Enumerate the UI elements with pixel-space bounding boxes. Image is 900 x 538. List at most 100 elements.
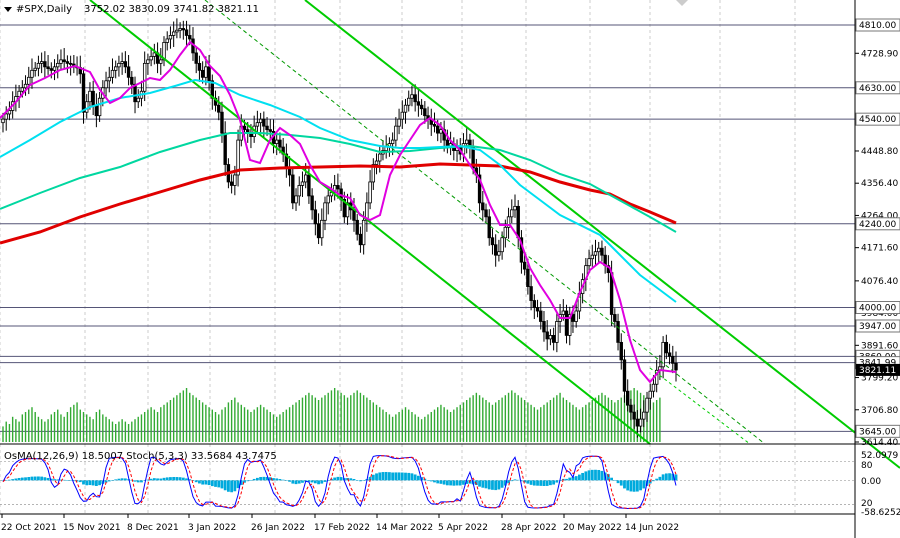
osma-bar — [388, 472, 391, 481]
channel-upper-line[interactable] — [304, 0, 900, 469]
candle-body — [539, 310, 543, 322]
osma-bar — [507, 480, 510, 484]
osma-bar — [268, 477, 272, 481]
channel-mid-line[interactable] — [204, 0, 766, 445]
candle-body — [313, 209, 318, 225]
osma-bar — [120, 478, 124, 481]
osma-bar — [597, 469, 601, 481]
candle-body — [619, 341, 623, 361]
level-tag-box — [855, 301, 900, 315]
level-tag-label: 3947.00 — [859, 322, 896, 332]
osma-bar — [555, 480, 559, 483]
candle-body — [477, 174, 482, 204]
osma-bar — [577, 474, 581, 481]
osma-bar — [123, 478, 127, 481]
osma-bar — [1, 480, 5, 481]
price-tick-label: 4356.40 — [861, 179, 898, 189]
candle-body — [600, 247, 604, 256]
time-tick-label: 26 Jan 2022 — [251, 523, 305, 533]
candle-body — [65, 61, 70, 64]
osma-bar — [188, 479, 192, 481]
candle-body — [43, 61, 47, 68]
candle-body — [120, 61, 124, 64]
candle-body — [27, 76, 31, 85]
osma-bar — [246, 480, 250, 482]
osma-bar — [27, 477, 31, 481]
candle-body — [181, 28, 186, 31]
osma-bar — [220, 480, 224, 489]
candle-body — [229, 181, 234, 186]
osma-bar — [587, 470, 591, 481]
osma-bar — [658, 476, 662, 481]
osma-bar — [549, 480, 552, 486]
ma-fast-cyan — [0, 78, 677, 303]
candle-body — [85, 101, 89, 113]
price-tick-label: 3984.00 — [861, 309, 898, 319]
osma-bar — [317, 480, 320, 485]
osma-bar — [146, 479, 150, 481]
candle-body — [481, 202, 485, 211]
osma-bar — [20, 477, 24, 481]
time-tick-label: 8 Dec 2021 — [127, 523, 179, 533]
level-tag-label: 4000.00 — [859, 304, 896, 314]
osma-bar — [606, 474, 610, 481]
osma-bar — [590, 469, 594, 481]
osma-bar — [497, 480, 501, 490]
candle-body — [368, 181, 372, 204]
candle-body — [223, 132, 227, 165]
candle-body — [571, 314, 575, 322]
candle-body — [352, 209, 356, 221]
osma-bar — [655, 478, 659, 481]
osma-bar — [426, 480, 430, 481]
osma-bar — [162, 477, 166, 481]
osma-bar — [455, 480, 459, 486]
osma-bar — [37, 476, 40, 481]
level-tag-box — [855, 424, 900, 438]
channel-projection-line[interactable] — [649, 367, 751, 445]
candle-body — [597, 247, 601, 253]
osma-bar — [458, 480, 462, 486]
osma-bar — [262, 476, 266, 481]
price-axis: 4728.90 4448.80 4356.40 4264.00 4171.60 4076.… — [855, 49, 898, 448]
osma-bar — [359, 480, 362, 482]
osma-bar — [494, 480, 498, 491]
candle-body — [574, 310, 578, 322]
osma-bar — [642, 480, 646, 489]
dropdown-triangle-icon[interactable] — [4, 7, 12, 12]
osma-bar — [201, 480, 205, 485]
candle-body — [130, 76, 134, 85]
osma-bar — [445, 480, 449, 486]
osma-bar — [326, 480, 330, 481]
scroll-indicator[interactable] — [676, 0, 688, 6]
candle-body — [233, 174, 237, 186]
osma-bar — [152, 478, 156, 481]
candle-body — [94, 104, 99, 117]
price-tick-label: 3706.80 — [861, 406, 898, 416]
channel-lower-line[interactable] — [89, 0, 651, 445]
candle-body — [548, 335, 553, 340]
osma-bar — [98, 480, 102, 486]
candle-body — [236, 139, 240, 176]
osma-bar — [130, 480, 134, 481]
osma-bar — [85, 480, 89, 486]
time-tick-label: 14 Jun 2022 — [625, 523, 679, 533]
osma-bar — [552, 480, 556, 485]
osma-bar — [413, 474, 417, 481]
osma-bar — [239, 480, 243, 485]
candle-body — [204, 66, 208, 78]
candle-body — [146, 59, 150, 64]
level-tag-label: 4630.00 — [859, 84, 896, 94]
osma-bar — [513, 479, 517, 481]
trend-channel[interactable] — [89, 0, 900, 469]
candle-body — [522, 261, 527, 270]
stochastic-lines — [2, 455, 677, 510]
candle-body — [397, 118, 401, 127]
osma-bar — [416, 475, 420, 481]
osma-bar — [53, 479, 56, 481]
scroll-indicator-icon[interactable] — [676, 0, 688, 6]
candle-body — [107, 76, 111, 82]
candle-body — [278, 139, 282, 148]
osma-bar — [619, 480, 623, 486]
candle-body — [664, 341, 669, 354]
